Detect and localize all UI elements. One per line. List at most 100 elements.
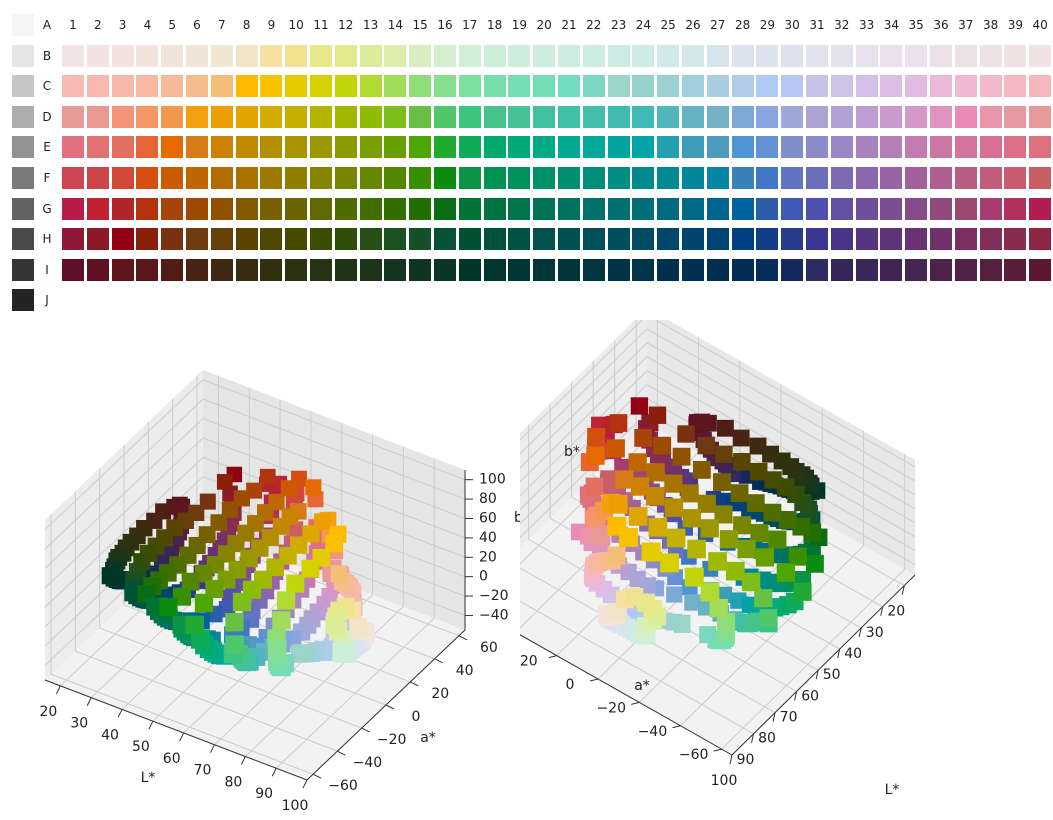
point-B-11 [637,593,656,612]
swatch-E-15 [409,136,432,159]
swatch-D-5 [161,105,184,128]
swatch-C-38 [979,75,1002,98]
gridline-z [520,342,648,469]
column-header-22: 22 [586,18,602,32]
tick-label-x: 20 [39,704,57,720]
swatch-D-3 [111,105,134,128]
swatch-D-29 [756,105,779,128]
gridline-z [646,328,916,482]
neutral-swatch-F [12,167,34,189]
swatch-I-34 [880,258,903,281]
tick-label-x: 50 [132,739,150,755]
swatch-C-16 [434,75,456,98]
swatch-D-7 [210,105,233,128]
swatch-C-31 [806,75,828,98]
swatch-B-33 [855,44,878,67]
point-H-3 [630,397,649,415]
point-E-16 [793,582,812,601]
tick-label-y: 40 [456,663,474,679]
point-F-4 [587,427,606,447]
point-H-7 [715,445,733,463]
swatch-C-3 [111,75,134,98]
point-D-12 [708,552,727,571]
swatch-F-27 [706,167,729,189]
swatch-F-14 [384,167,407,189]
point-D-10 [666,528,686,548]
point-H-6 [697,437,715,455]
swatch-G-7 [210,197,233,220]
swatch-D-28 [731,105,754,128]
tick-label-y: 0 [566,677,575,693]
swatch-D-25 [657,105,680,128]
tick-y [672,725,681,729]
swatch-G-1 [62,197,84,220]
swatch-I-23 [607,258,630,281]
tick-label-x: 90 [255,786,273,802]
swatch-F-37 [954,167,977,189]
tick-x [179,732,185,742]
tick-label-x: 100 [711,773,738,789]
wall-pane-amin [520,320,647,548]
swatch-B-34 [880,44,903,67]
column-header-35: 35 [908,18,924,32]
swatch-E-29 [756,136,779,159]
swatch-E-16 [434,136,456,159]
tick-y [548,655,557,659]
point-I-3 [693,413,711,431]
tick-x [302,779,308,789]
gridline-y [172,558,435,660]
tick-label-z: 100 [479,472,506,488]
neutral-swatch-G [12,197,34,220]
column-header-5: 5 [168,18,176,32]
swatch-G-38 [979,197,1002,220]
tick-label-y: −60 [679,747,709,763]
tick-x [880,606,884,616]
swatch-G-21 [558,197,580,220]
swatch-F-36 [930,167,952,189]
tick-label-x: 70 [780,709,798,725]
swatch-H-33 [855,228,878,251]
swatch-G-29 [756,197,779,220]
tick-y [458,635,468,641]
point-C-14 [272,611,291,630]
swatch-I-32 [830,258,853,281]
swatch-F-16 [434,167,456,189]
swatch-I-19 [508,258,531,281]
point-G-13 [778,511,797,529]
gridline-y [680,545,864,727]
swatch-G-28 [731,197,754,220]
point-D-31 [629,570,646,588]
point-G-6 [653,436,672,455]
swatch-D-16 [434,105,456,128]
swatch-B-11 [310,44,332,67]
column-header-17: 17 [462,18,478,32]
point-H-4 [216,474,233,490]
point-F-40 [287,521,304,538]
point-E-16 [185,615,204,635]
point-F-9 [680,484,699,503]
tick-x [772,712,776,722]
tick-label-y: 20 [520,654,538,670]
swatch-G-8 [235,197,258,220]
point-E-12 [719,530,739,549]
swatch-E-19 [508,136,531,159]
swatch-B-40 [1029,44,1052,67]
point-E-3 [585,477,604,496]
swatch-E-8 [235,136,258,159]
swatch-C-28 [731,75,754,98]
axis-label-x: L* [885,782,900,798]
swatch-G-18 [483,197,506,220]
swatch-G-24 [632,197,655,220]
swatch-F-22 [582,167,605,189]
swatch-F-30 [781,167,804,189]
swatch-D-13 [359,105,382,128]
point-C-16 [268,640,287,659]
swatch-H-40 [1029,228,1052,251]
point-E-15 [776,563,795,582]
swatch-C-21 [558,75,580,98]
point-G-8 [692,461,711,479]
tick-label-x: 80 [224,774,242,790]
swatch-D-26 [682,105,704,128]
tick-label-x: 80 [758,731,776,747]
column-header-27: 27 [710,18,726,32]
